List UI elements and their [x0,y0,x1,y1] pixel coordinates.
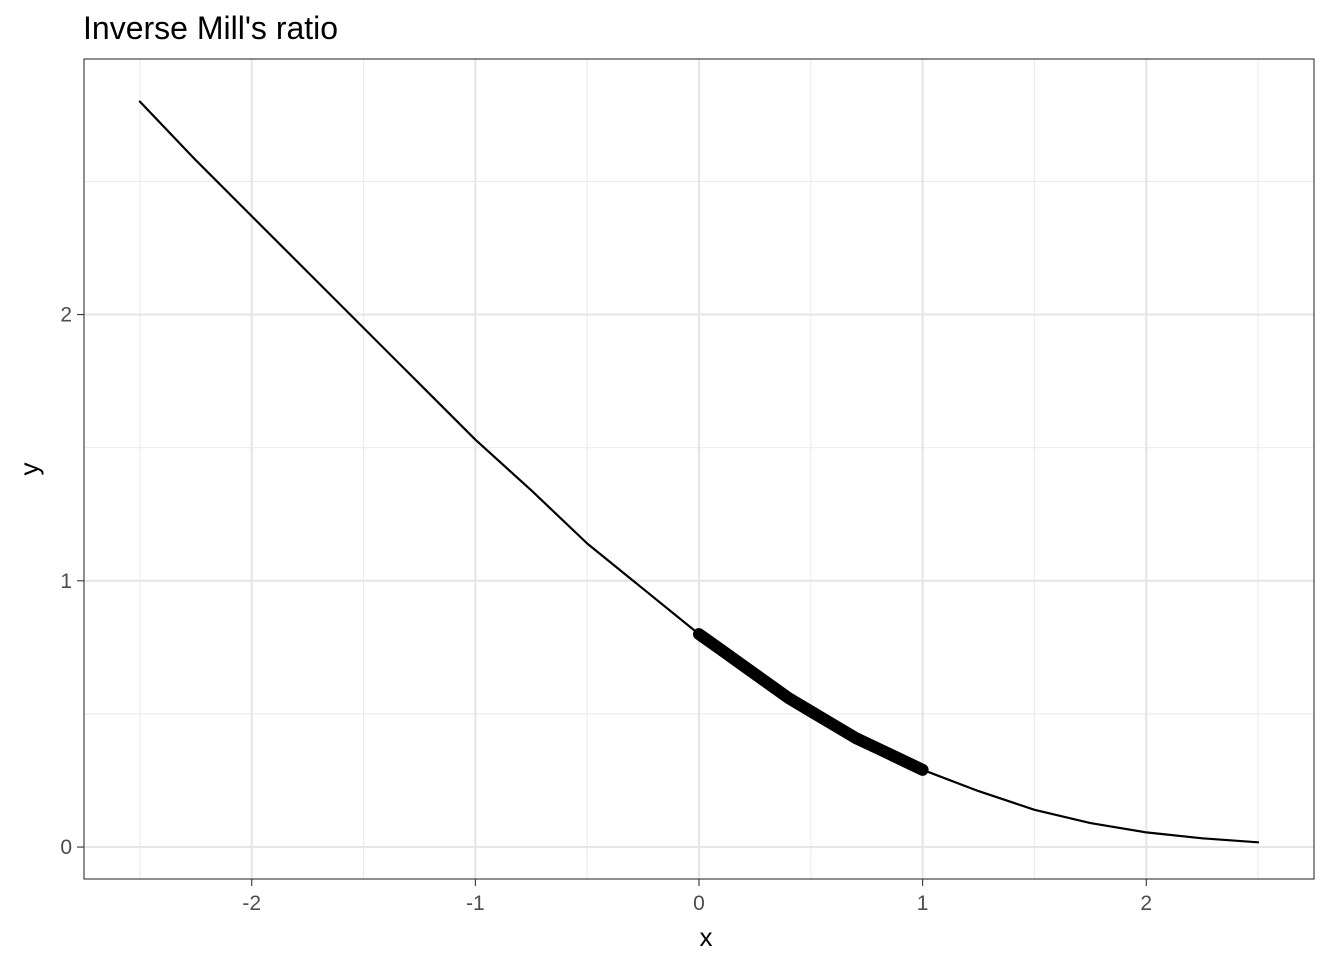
x-axis: -2 -1 0 1 2 [242,879,1152,915]
series-layer [138,100,1260,844]
x-tick-label: -1 [466,892,485,915]
y-tick-label: 0 [60,836,72,859]
y-tick-label: 1 [60,570,72,593]
y-axis: 0 1 2 [60,304,84,859]
y-axis-label: y [14,463,44,476]
major-gridlines [84,59,1314,879]
x-tick-label: 1 [917,892,929,915]
x-axis-label: x [700,922,713,952]
y-tick-label: 2 [60,304,72,327]
chart-title: Inverse Mill's ratio [83,10,338,46]
x-tick-label: -2 [242,892,261,915]
x-tick-label: 0 [693,892,705,915]
highlighted-segment-line [693,628,929,776]
x-tick-label: 2 [1140,892,1152,915]
